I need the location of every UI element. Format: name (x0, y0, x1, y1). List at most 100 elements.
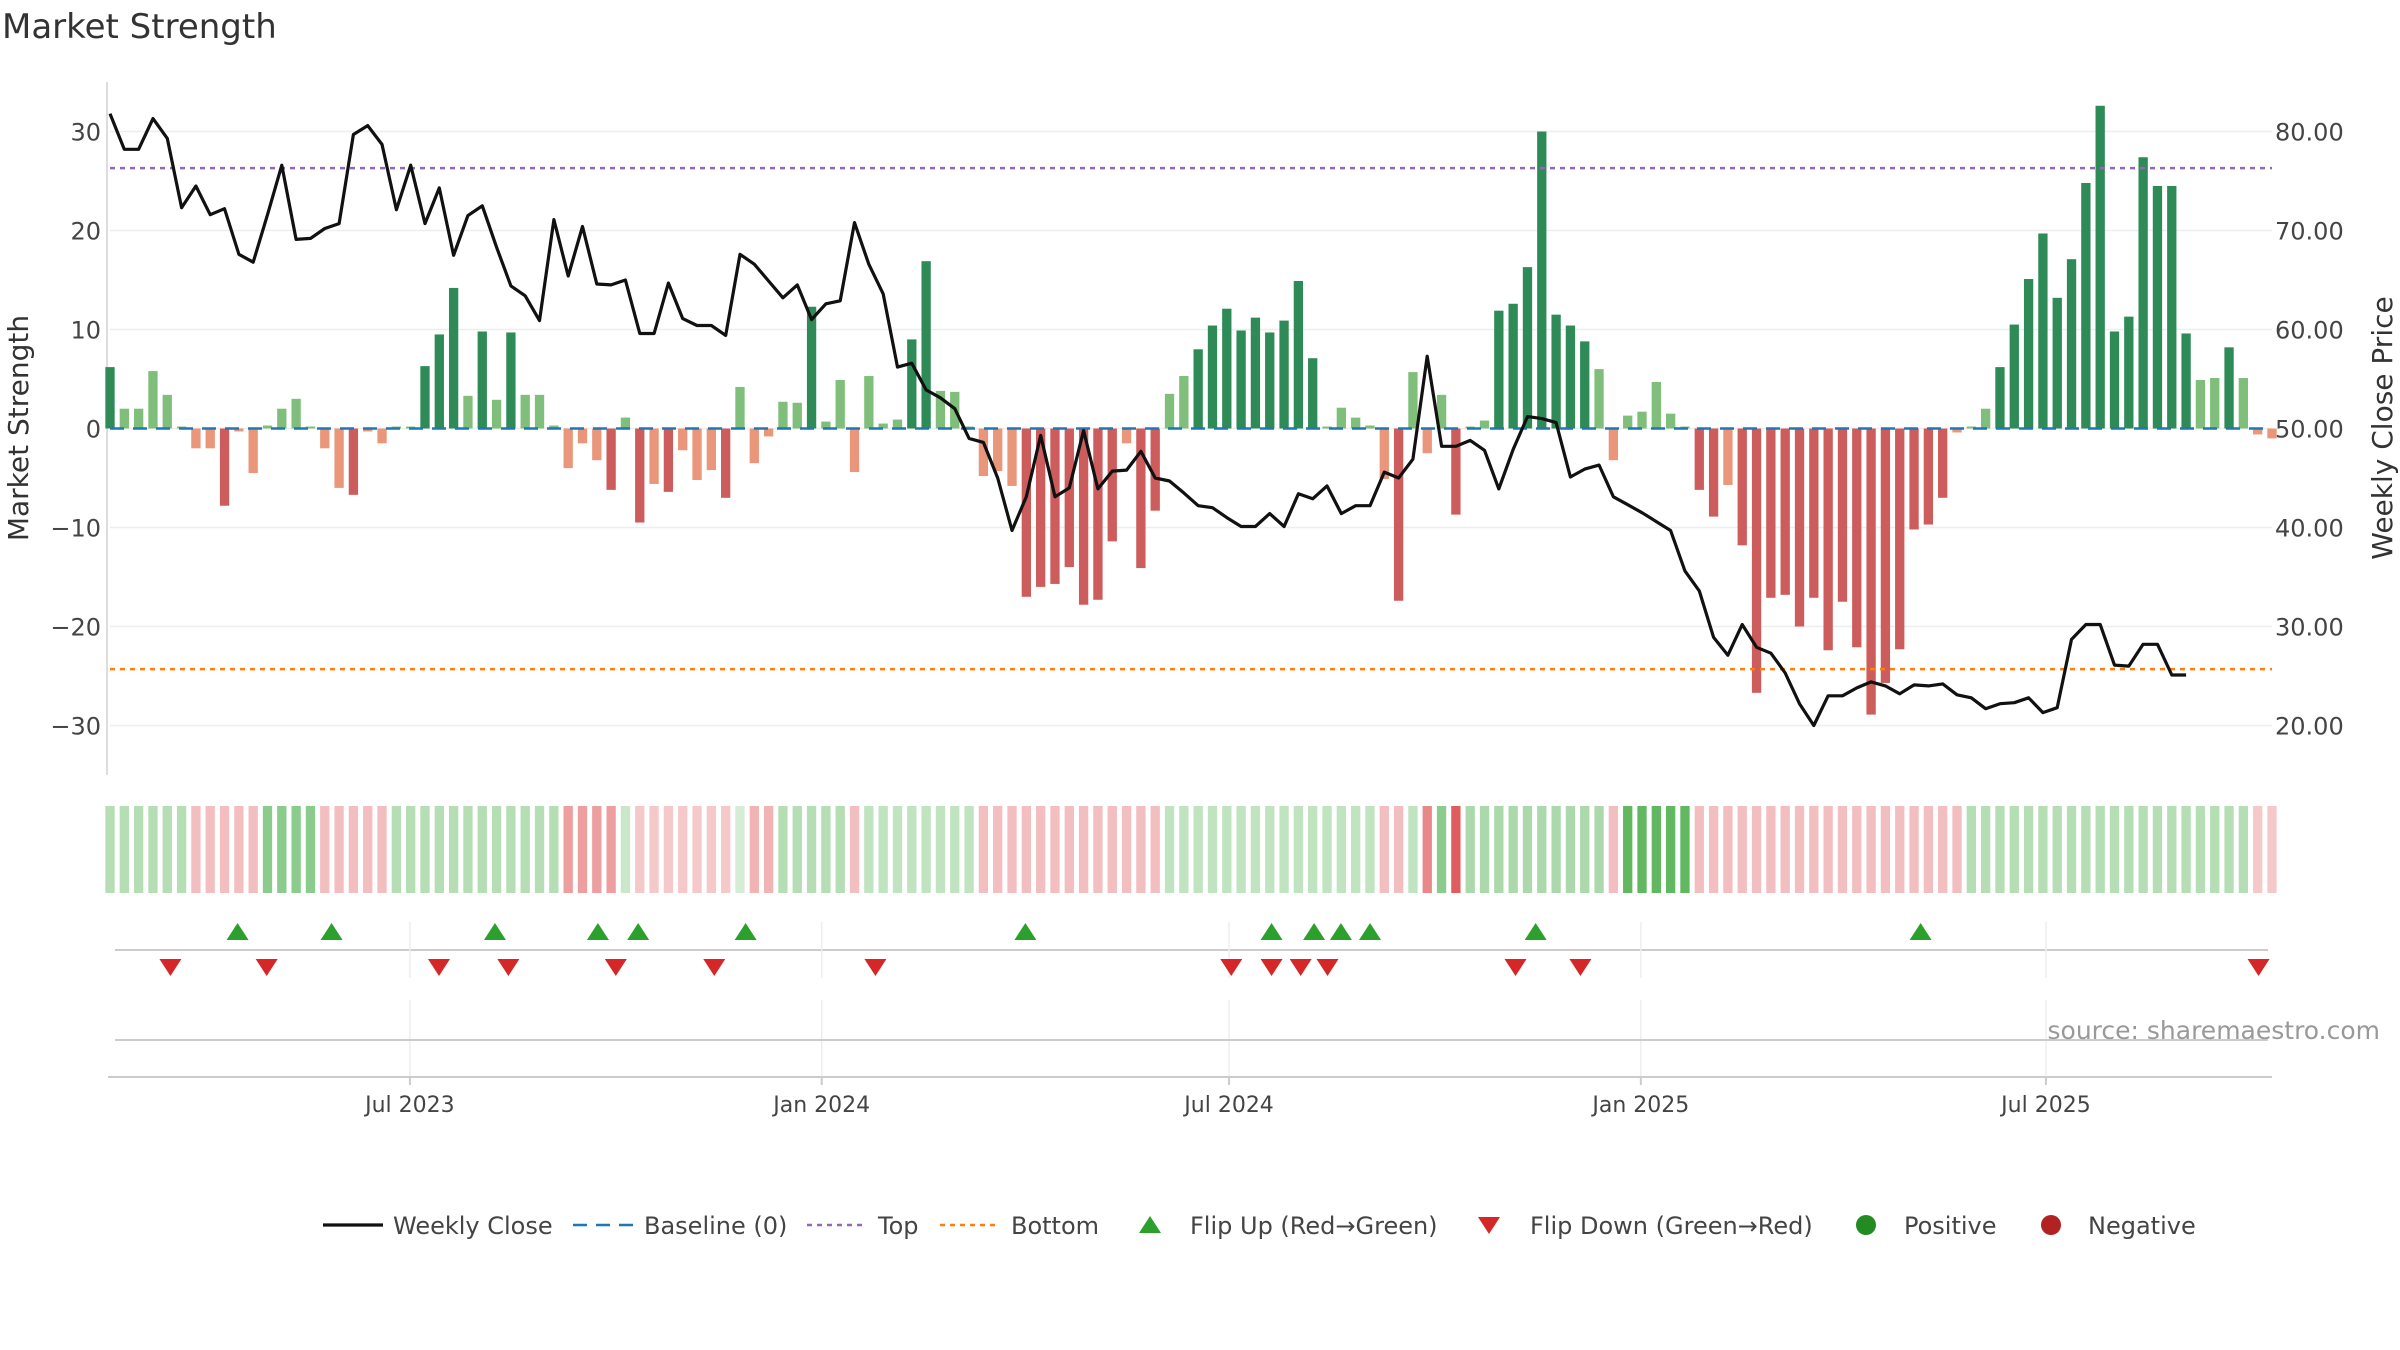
strength-bar (2210, 378, 2220, 429)
signal-cell (1179, 806, 1189, 893)
strength-bar (663, 428, 674, 492)
strength-bar (935, 390, 946, 429)
y-axis-left-ticks: 30 20 10 0 −10 −20 −30 (50, 119, 101, 741)
signal-cell (1379, 806, 1389, 893)
signal-cell (1608, 806, 1619, 893)
x-tick-label: Jul 2023 (363, 1093, 455, 1118)
signal-cell (2224, 806, 2234, 893)
signal-cell (821, 806, 831, 893)
y-axis-right-label: Weekly Close Price (2366, 296, 2399, 559)
signal-cell (1322, 806, 1332, 893)
signal-cell (1823, 806, 1833, 893)
strength-bar (549, 425, 559, 429)
y-tick-right-label: 60.00 (2275, 317, 2344, 345)
signal-cell (1895, 806, 1905, 893)
strength-bar (2224, 347, 2234, 429)
signal-cell (234, 806, 244, 893)
signal-cell (1422, 806, 1432, 893)
strength-bar (1966, 426, 1976, 429)
signal-cell (377, 806, 387, 893)
strength-bar (606, 428, 616, 490)
signal-cell (105, 806, 115, 893)
legend-item: Flip Down (Green→Red) (1478, 1212, 1813, 1240)
signal-cell (2238, 806, 2249, 893)
strength-bar (1608, 428, 1619, 461)
signal-cell (2195, 806, 2206, 893)
strength-bar (864, 376, 874, 429)
x-tick-label: Jul 2024 (1182, 1093, 1274, 1118)
strength-bar (1222, 308, 1232, 429)
flip-down-marker (255, 959, 278, 976)
signal-cell (1408, 806, 1418, 893)
signal-cell (2138, 806, 2148, 893)
flip-down-marker (428, 959, 450, 976)
legend-label: Bottom (1011, 1212, 1099, 1240)
signal-cell (1365, 806, 1375, 893)
signal-cell (2167, 806, 2177, 893)
signal-cell (1136, 806, 1146, 893)
flip-up-marker (1359, 923, 1382, 940)
legend-item: Weekly Close (323, 1212, 553, 1240)
y-axis-right-ticks: 80.00 70.00 60.00 50.00 40.00 30.00 20.00 (2275, 119, 2344, 741)
strength-bar (1236, 330, 1246, 429)
signal-cell (1694, 806, 1704, 893)
legend-label: Weekly Close (393, 1212, 553, 1240)
signal-cell (191, 806, 201, 893)
strength-bar (2038, 233, 2048, 429)
signal-cell (1479, 806, 1490, 893)
strength-bar (133, 408, 144, 429)
signal-cell (1021, 806, 1031, 893)
strength-bar (2253, 428, 2263, 435)
signal-cell (305, 806, 316, 893)
signal-cell (334, 806, 344, 893)
strength-bar (649, 428, 659, 484)
flip-down-marker (159, 959, 182, 976)
y-tick-right-label: 20.00 (2275, 713, 2344, 741)
signal-cell (1580, 806, 1590, 893)
signal-cell (205, 806, 215, 893)
signal-cell (291, 806, 301, 893)
legend-label: Top (877, 1212, 919, 1240)
signal-cell (663, 806, 674, 893)
y-tick-right-label: 70.00 (2275, 218, 2344, 246)
legend-label: Flip Down (Green→Red) (1530, 1212, 1813, 1240)
flip-up-marker (483, 923, 506, 940)
flip-up-marker (734, 923, 757, 940)
signal-cell (1351, 806, 1361, 893)
signal-cell (878, 806, 888, 893)
y-tick-right-label: 50.00 (2275, 416, 2344, 444)
strength-bar (1594, 369, 1604, 429)
strength-bar (721, 428, 731, 498)
strength-bar (1193, 349, 1203, 429)
signal-strip (105, 806, 2277, 893)
strength-bar (1651, 381, 1661, 429)
signal-cell (993, 806, 1003, 893)
flip-up-marker (1260, 923, 1283, 940)
strength-bar (577, 428, 588, 444)
legend-item: Positive (1856, 1212, 1997, 1240)
strength-bar (907, 339, 917, 429)
strength-bar (735, 386, 745, 429)
signal-cell (162, 806, 172, 893)
strength-bar (248, 428, 258, 474)
signal-cell (1265, 806, 1275, 893)
signal-cell (119, 806, 129, 893)
signal-cell (463, 806, 473, 893)
strength-bar (1780, 428, 1790, 595)
chart-title: Market Strength (2, 7, 277, 47)
strength-bar (262, 425, 273, 429)
strength-bar (1551, 314, 1561, 429)
signal-cell (491, 806, 502, 893)
strength-bar (2052, 297, 2062, 429)
y-tick-left-label: −30 (50, 713, 101, 741)
strength-bar (978, 428, 989, 477)
strength-bar (2138, 157, 2148, 429)
strength-bar (821, 421, 831, 429)
signal-cell (649, 806, 659, 893)
flip-up-marker (226, 923, 249, 940)
legend-label: Baseline (0) (644, 1212, 787, 1240)
signal-cell (277, 806, 287, 893)
signal-cell (2253, 806, 2263, 893)
signal-cell (2009, 806, 2019, 893)
strength-bar (892, 419, 903, 429)
